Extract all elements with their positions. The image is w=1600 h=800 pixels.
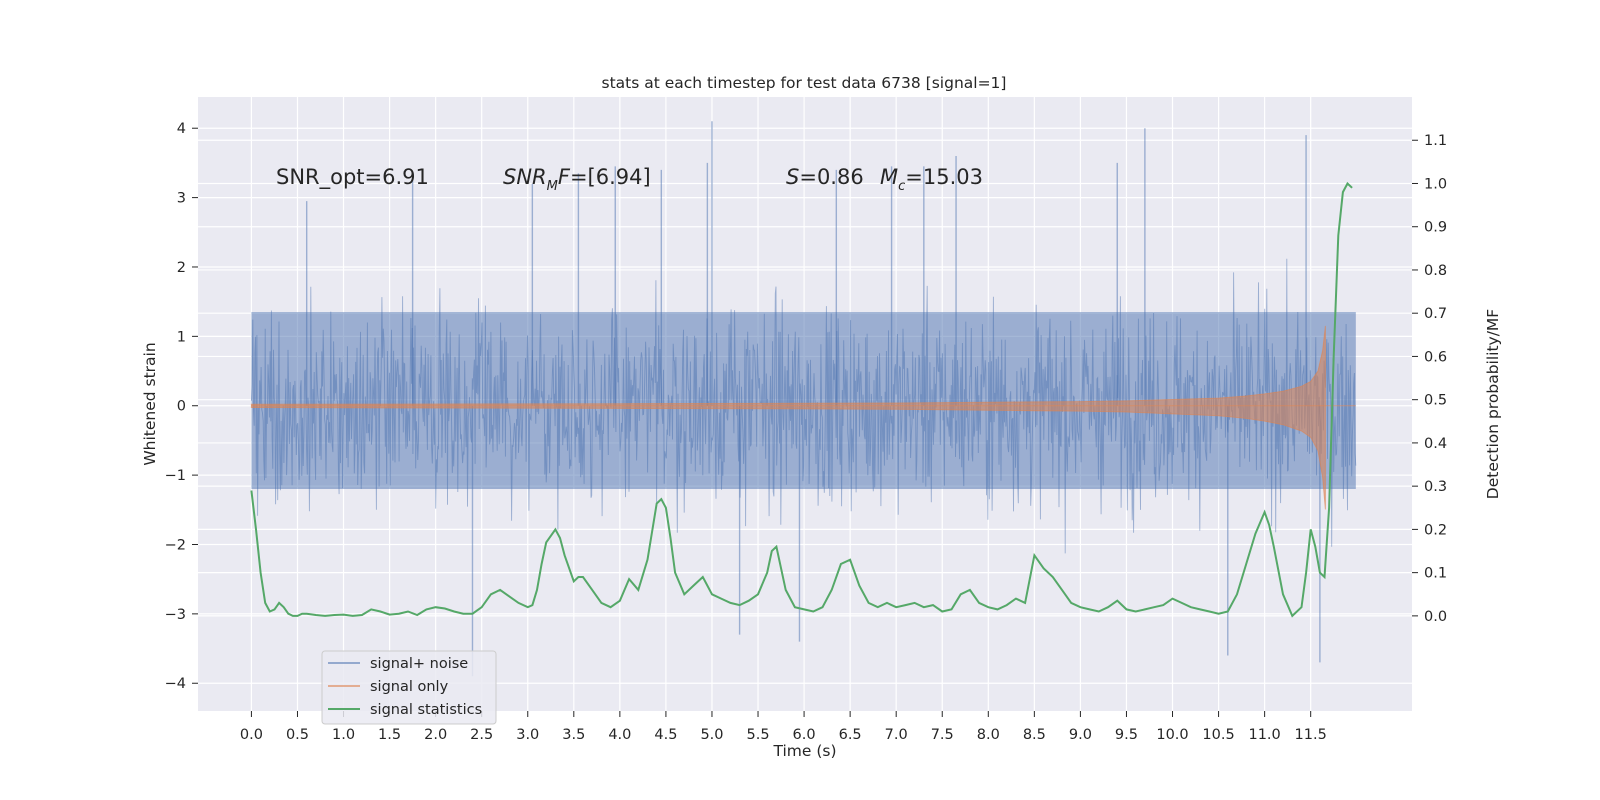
left-y-tick-label: −3 [165,607,186,623]
x-tick-label: 2.0 [424,727,447,743]
x-tick-label: 8.0 [977,727,1000,743]
right-y-tick-label: 0.6 [1424,349,1447,365]
x-tick-label: 0.0 [240,727,263,743]
x-tick-label: 7.5 [931,727,954,743]
x-tick-label: 3.0 [516,727,539,743]
legend-label-noise: signal+ noise [370,656,468,672]
right-y-tick-label: 0.9 [1424,220,1447,236]
annotation-snr-opt: SNR_opt=6.91 [276,165,429,190]
right-y-tick-label: 0.0 [1424,609,1447,625]
left-y-tick-label: 2 [177,260,186,276]
left-y-axis-label: Whitened strain [141,342,159,465]
left-y-tick-label: −4 [165,676,186,692]
right-y-tick-label: 0.7 [1424,306,1447,322]
x-tick-label: 6.5 [839,727,862,743]
x-axis: 0.0 0.5 1.0 1.5 2.0 2.5 3.0 3.5 4.0 4.5 5.0 5.5 6.0 6… [240,711,1327,743]
x-tick-label: 8.5 [1023,727,1046,743]
right-y-tick-label: 0.5 [1424,393,1447,409]
right-y-tick-label: 1.0 [1424,176,1447,192]
left-y-tick-label: 1 [177,329,186,345]
right-y-tick-label: 0.1 [1424,566,1447,582]
x-tick-label: 3.5 [562,727,585,743]
signal-only-series [250,325,1356,510]
x-tick-label: 5.5 [746,727,769,743]
right-y-axis-label: Detection probability/MF [1484,309,1502,500]
chart-title: stats at each timestep for test data 673… [602,74,1007,92]
statistics-series [250,181,1353,618]
annotation-snr-mf: SNRMF=[6.94] [503,165,651,194]
signal-only-envelope [250,325,1326,510]
legend-label-signal: signal only [370,679,449,695]
left-y-axis: 4 3 2 1 0 −1 −2 −3 −4 [165,121,198,692]
left-y-tick-label: 3 [177,191,186,207]
x-tick-label: 9.5 [1115,727,1138,743]
x-tick-label: 9.0 [1069,727,1092,743]
x-tick-label: 4.0 [608,727,631,743]
x-tick-label: 1.5 [378,727,401,743]
noise-trace [250,258,1357,554]
annotation-s: S=0.86 [786,165,864,189]
x-tick-label: 2.5 [470,727,493,743]
x-tick-label: 5.0 [700,727,723,743]
right-y-axis: 1.1 1.0 0.9 0.8 0.7 0.6 0.5 0.4 0.3 0.2 0.1 0.0 [1412,133,1447,625]
left-y-tick-label: −1 [165,468,186,484]
annotation-mc: Mc=15.03 [880,165,983,194]
x-tick-label: 0.5 [286,727,309,743]
x-tick-label: 11.5 [1295,727,1327,743]
x-tick-label: 7.0 [885,727,908,743]
left-y-tick-label: 0 [177,399,186,415]
legend: signal+ noise signal only signal statist… [321,650,497,725]
x-axis-label: Time (s) [772,742,836,760]
x-tick-label: 6.0 [793,727,816,743]
right-y-tick-label: 1.1 [1424,133,1447,149]
x-tick-label: 10.5 [1202,727,1234,743]
x-tick-label: 1.0 [332,727,355,743]
left-y-tick-label: 4 [177,121,186,137]
left-y-tick-label: −2 [165,537,186,553]
x-tick-label: 11.0 [1248,727,1280,743]
right-y-tick-label: 0.4 [1424,436,1447,452]
x-tick-label: 10.0 [1156,727,1188,743]
right-y-tick-label: 0.2 [1424,522,1447,538]
legend-label-stats: signal statistics [370,702,482,718]
statistics-line [250,181,1353,618]
x-tick-label: 4.5 [654,727,677,743]
right-y-tick-label: 0.8 [1424,263,1447,279]
right-y-tick-label: 0.3 [1424,479,1447,495]
legend-box [321,650,497,725]
